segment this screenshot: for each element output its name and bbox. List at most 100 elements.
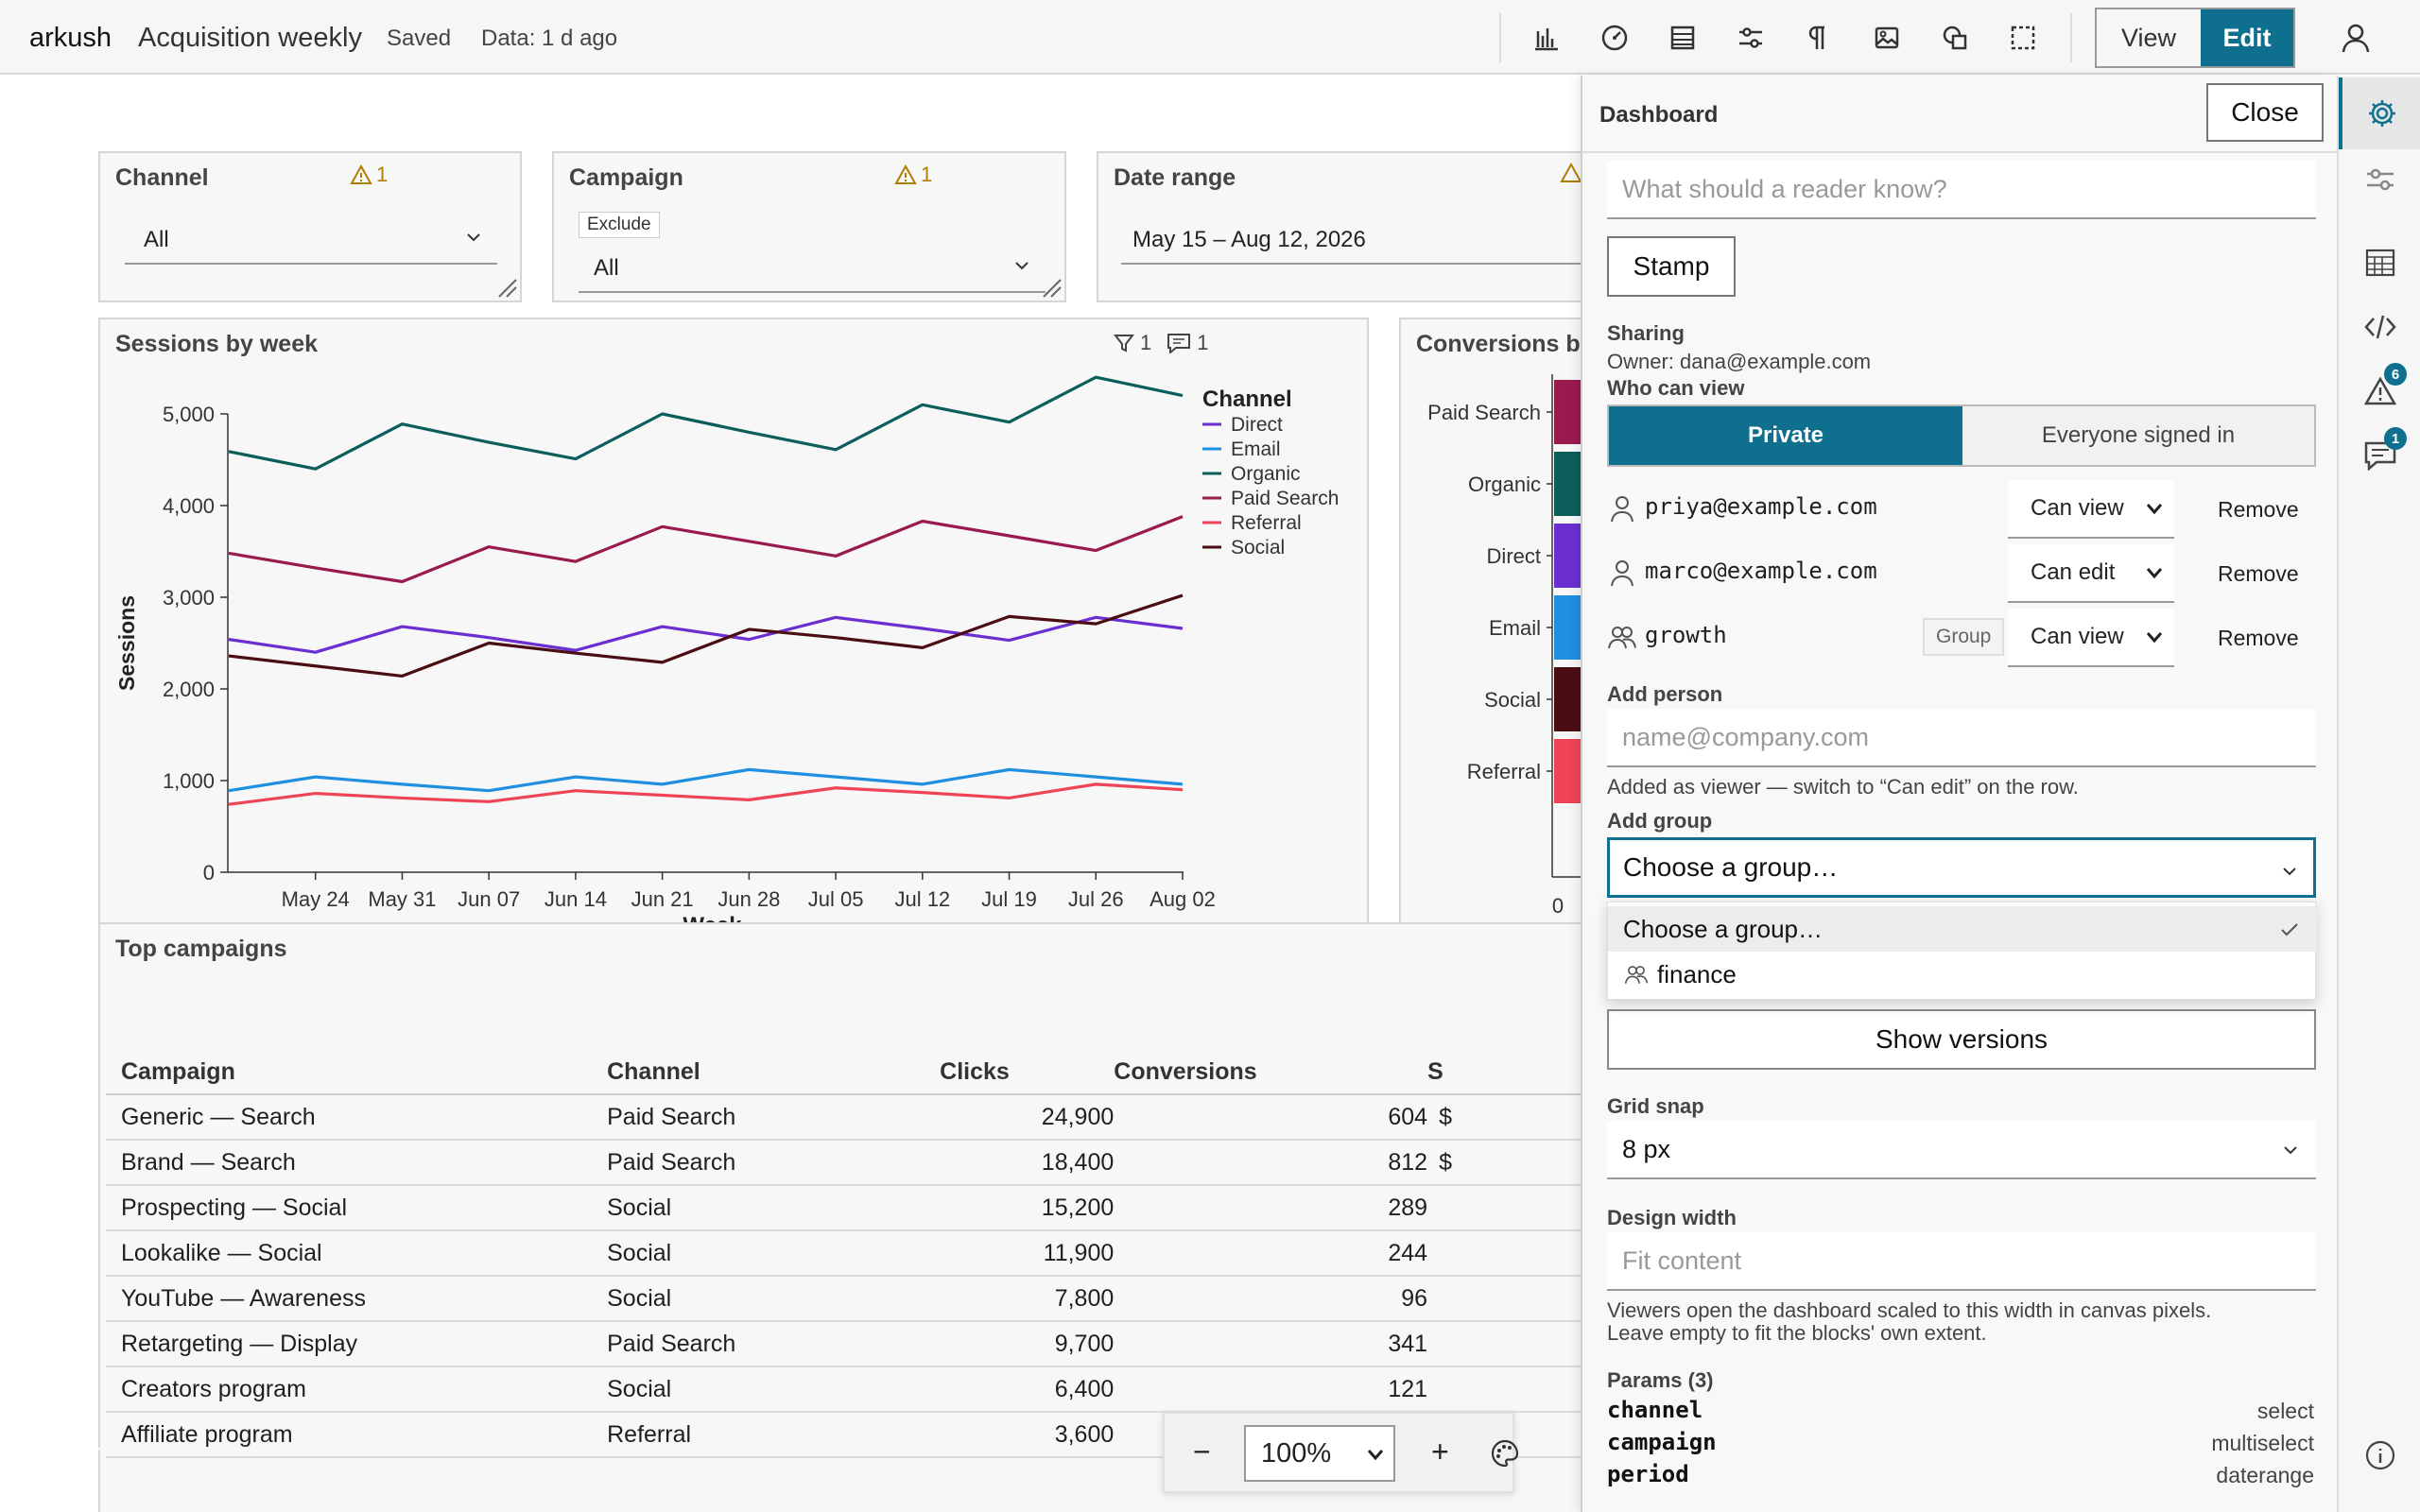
- col-conversions[interactable]: Conversions: [1114, 1051, 1428, 1095]
- conversions-chart-card[interactable]: Conversions b Paid Search Organic Direct Em…: [1399, 318, 1581, 968]
- col-campaign[interactable]: Campaign: [106, 1051, 608, 1095]
- group-option[interactable]: finance: [1608, 952, 2317, 997]
- date-range-input[interactable]: May 15 – Aug 12, 2026: [1121, 221, 1581, 265]
- param-key[interactable]: channel: [1607, 1397, 1703, 1423]
- legend-label[interactable]: Direct: [1231, 414, 1283, 436]
- table-icon[interactable]: [1666, 21, 1700, 55]
- zoom-out-button[interactable]: −: [1193, 1435, 1211, 1469]
- calendar-grid-icon[interactable]: [2339, 227, 2420, 299]
- legend-label[interactable]: Paid Search: [1231, 488, 1339, 509]
- campaign-select[interactable]: All: [579, 249, 1046, 293]
- table-row[interactable]: Prospecting — Social Social 15,200 289: [106, 1185, 1581, 1231]
- zoom-select[interactable]: 100%: [1244, 1425, 1395, 1482]
- grid-snap-select[interactable]: 8 px: [1607, 1121, 2316, 1179]
- series-line-referral[interactable]: [228, 782, 1184, 806]
- remove-share-button[interactable]: Remove: [2218, 497, 2299, 522]
- conversions-bar-chart[interactable]: Paid Search Organic Direct Email Social Refer…: [1401, 367, 1581, 953]
- series-line-email[interactable]: [228, 767, 1184, 793]
- table-row[interactable]: Lookalike — Social Social 11,900 244: [106, 1230, 1581, 1277]
- date-range-filter-card[interactable]: Date range May 15 – Aug 12, 2026: [1097, 151, 1581, 302]
- everyone-option[interactable]: Everyone signed in: [1962, 406, 2314, 465]
- chevron-down-icon: [1367, 1450, 1384, 1461]
- reader-note-input[interactable]: What should a reader know?: [1607, 161, 2316, 219]
- table-row[interactable]: Generic — Search Paid Search 24,900 604 $: [106, 1094, 1581, 1141]
- table-row[interactable]: Retargeting — Display Paid Search 9,700 341: [106, 1321, 1581, 1367]
- sharing-label: Sharing: [1607, 321, 1685, 345]
- user-icon[interactable]: [2339, 21, 2373, 55]
- selection-icon[interactable]: [2006, 21, 2040, 55]
- sliders-icon[interactable]: [2339, 144, 2420, 215]
- warning-icon[interactable]: 6: [2339, 355, 2420, 427]
- gauge-icon[interactable]: [1598, 21, 1632, 55]
- palette-icon[interactable]: [1490, 1438, 1520, 1469]
- filter-warning[interactable]: 1: [350, 163, 388, 187]
- remove-share-button[interactable]: Remove: [2218, 626, 2299, 650]
- channel-filter-card[interactable]: Channel 1 All: [98, 151, 522, 302]
- dashboard-settings-panel: Dashboard Close What should a reader kno…: [1581, 76, 2337, 1512]
- visibility-toggle: Private Everyone signed in: [1607, 404, 2316, 467]
- bar-chart-icon[interactable]: [1530, 21, 1564, 55]
- param-key[interactable]: campaign: [1607, 1429, 1717, 1455]
- legend-label[interactable]: Email: [1231, 438, 1281, 460]
- image-icon[interactable]: [1870, 21, 1904, 55]
- filter-icon[interactable]: [1114, 333, 1134, 353]
- series-line-direct[interactable]: [228, 615, 1184, 654]
- campaign-filter-card[interactable]: Campaign 1 Exclude All: [552, 151, 1066, 302]
- permission-select[interactable]: Can view: [2008, 609, 2174, 667]
- gear-icon[interactable]: [2339, 77, 2420, 149]
- series-line-paid-search[interactable]: [228, 515, 1184, 584]
- cell-s: [1427, 1276, 1581, 1322]
- col-s[interactable]: S: [1427, 1051, 1581, 1095]
- shapes-icon[interactable]: [1938, 21, 1972, 55]
- app-brand[interactable]: arkush: [29, 23, 112, 53]
- series-line-organic[interactable]: [228, 375, 1184, 471]
- permission-select[interactable]: Can edit: [2008, 544, 2174, 603]
- col-channel[interactable]: Channel: [607, 1051, 941, 1095]
- sessions-chart-card[interactable]: Sessions by week 1 1 0 1,000 2,000 3,000 4,0…: [98, 318, 1369, 968]
- resize-handle-icon[interactable]: [1038, 274, 1063, 299]
- code-icon[interactable]: [2339, 291, 2420, 363]
- col-clicks[interactable]: Clicks: [940, 1051, 1115, 1095]
- view-mode-button[interactable]: View: [2097, 9, 2201, 66]
- bar-direct[interactable]: [1554, 524, 1581, 588]
- series-line-social[interactable]: [228, 593, 1184, 679]
- private-option[interactable]: Private: [1609, 406, 1962, 465]
- legend-label[interactable]: Referral: [1231, 512, 1302, 534]
- param-key[interactable]: period: [1607, 1461, 1689, 1487]
- pilcrow-icon[interactable]: [1802, 21, 1836, 55]
- bar-referral[interactable]: [1554, 739, 1581, 803]
- close-panel-button[interactable]: Close: [2206, 83, 2324, 142]
- resize-handle-icon[interactable]: [493, 274, 518, 299]
- y-tick-label: 0: [203, 861, 215, 885]
- side-rail: 6 1: [2337, 76, 2420, 1512]
- info-icon[interactable]: [2339, 1419, 2420, 1491]
- table-row[interactable]: YouTube — Awareness Social 7,800 96: [106, 1276, 1581, 1322]
- filter-warning[interactable]: 1: [894, 163, 932, 187]
- dashboard-title[interactable]: Acquisition weekly: [138, 23, 362, 53]
- legend-label[interactable]: Social: [1231, 537, 1285, 558]
- filter-warning[interactable]: [1560, 163, 1581, 183]
- legend-label[interactable]: Organic: [1231, 463, 1301, 485]
- show-versions-button[interactable]: Show versions: [1607, 1009, 2316, 1070]
- table-row[interactable]: Creators program Social 6,400 121: [106, 1366, 1581, 1413]
- comment-icon[interactable]: [1167, 333, 1191, 353]
- table-row[interactable]: Brand — Search Paid Search 18,400 812 $: [106, 1140, 1581, 1186]
- add-group-select[interactable]: Choose a group…: [1607, 837, 2316, 898]
- zoom-in-button[interactable]: +: [1431, 1435, 1449, 1469]
- bar-social[interactable]: [1554, 667, 1581, 731]
- sessions-line-chart[interactable]: 0 1,000 2,000 3,000 4,000 5,000 May 24 May 31 Ju…: [100, 367, 1367, 953]
- bar-paid-search[interactable]: [1554, 380, 1581, 444]
- exclude-toggle[interactable]: Exclude: [579, 212, 660, 238]
- bar-email[interactable]: [1554, 595, 1581, 660]
- stamp-button[interactable]: Stamp: [1607, 236, 1736, 297]
- permission-select[interactable]: Can view: [2008, 480, 2174, 539]
- add-person-input[interactable]: name@company.com: [1607, 709, 2316, 767]
- channel-select[interactable]: All: [125, 221, 497, 265]
- comment-icon[interactable]: 1: [2339, 420, 2420, 491]
- edit-mode-button[interactable]: Edit: [2201, 9, 2293, 66]
- group-option[interactable]: Choose a group…: [1608, 906, 2317, 952]
- sliders-icon[interactable]: [1734, 21, 1768, 55]
- remove-share-button[interactable]: Remove: [2218, 561, 2299, 586]
- design-width-input[interactable]: Fit content: [1607, 1232, 2316, 1291]
- bar-organic[interactable]: [1554, 452, 1581, 516]
